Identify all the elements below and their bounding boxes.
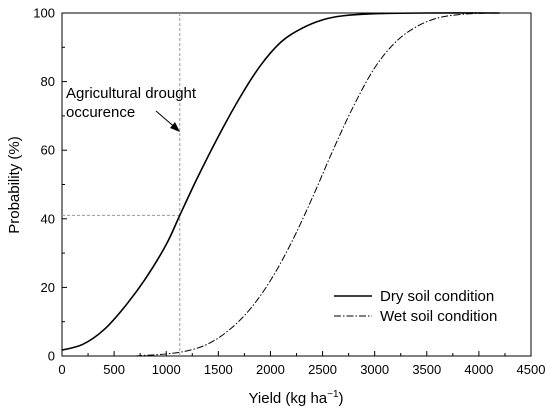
y-tick-label: 0 — [48, 349, 55, 364]
x-axis-title: Yield (kg ha−1) — [248, 389, 343, 407]
reference-lines — [62, 13, 181, 356]
annotation-arrow-head — [170, 122, 180, 132]
legend: Dry soil condition Wet soil condition — [334, 288, 497, 325]
x-tick-label: 4500 — [517, 362, 546, 377]
series-layer — [61, 12, 511, 357]
x-tick-label: 3500 — [412, 362, 441, 377]
y-tick-label: 100 — [33, 6, 55, 21]
annotation-line-1: Agricultural drought — [66, 85, 197, 102]
x-axis-ticks: 0 500 1000 1500 2000 2500 3000 3500 4000 4500 — [58, 351, 545, 377]
x-tick-label: 1500 — [204, 362, 233, 377]
y-tick-label: 40 — [41, 211, 55, 226]
y-axis-ticks: 0 20 40 60 80 100 — [33, 6, 67, 364]
y-axis-title: Probability (%) — [6, 136, 23, 234]
series-line-wet-soil — [134, 12, 511, 357]
y-tick-label: 20 — [41, 280, 55, 295]
x-tick-label: 2000 — [256, 362, 285, 377]
y-tick-label: 60 — [41, 143, 55, 158]
legend-label-dry: Dry soil condition — [380, 288, 494, 305]
series-line-dry-soil — [61, 12, 500, 351]
x-tick-label: 0 — [58, 362, 65, 377]
x-tick-label: 500 — [103, 362, 125, 377]
x-tick-label: 2500 — [308, 362, 337, 377]
x-tick-label: 3000 — [360, 362, 389, 377]
annotation: Agricultural drought occurence — [66, 85, 197, 132]
x-tick-label: 1000 — [152, 362, 181, 377]
annotation-line-2: occurence — [66, 104, 135, 121]
x-tick-label: 4000 — [464, 362, 493, 377]
legend-label-wet: Wet soil condition — [380, 308, 497, 325]
y-tick-label: 80 — [41, 74, 55, 89]
